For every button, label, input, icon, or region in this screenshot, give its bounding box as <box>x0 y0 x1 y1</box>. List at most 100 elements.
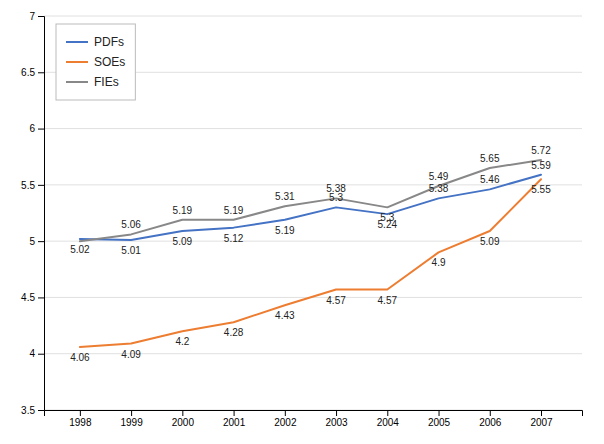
grid-line <box>44 16 582 17</box>
x-tick-label: 2002 <box>274 417 297 428</box>
y-axis: 3.5 4 4.5 5 5.5 6 6.5 7 <box>21 11 44 416</box>
data-label: 5.02 <box>70 244 90 255</box>
x-tick-mark <box>234 410 235 416</box>
data-label: 4.28 <box>224 327 244 338</box>
data-label: 5.06 <box>121 219 141 230</box>
y-tick: 4.5 <box>21 292 44 303</box>
data-label: 5.72 <box>531 145 551 156</box>
x-tick-mark <box>387 410 388 416</box>
data-label: 4.2 <box>175 336 189 347</box>
y-tick-mark <box>38 354 44 355</box>
y-axis-line <box>38 17 45 411</box>
chart-container: 1998 1999 2000 2001 2002 2003 2004 2005 2006 2007… <box>0 0 604 444</box>
data-label: 5.19 <box>224 205 244 216</box>
x-axis-line <box>45 411 583 417</box>
legend-item: PDFs <box>66 35 124 49</box>
data-label: 4.9 <box>432 257 446 268</box>
legend-label: PDFs <box>94 35 124 49</box>
x-tick-label: 2003 <box>325 417 348 428</box>
data-label: 5.19 <box>173 205 193 216</box>
data-label: 5.3 <box>380 212 394 223</box>
x-tick: 2007 <box>530 410 553 428</box>
data-label: 4.57 <box>378 295 398 306</box>
y-tick: 5 <box>29 236 44 247</box>
y-tick-label: 4.5 <box>21 292 35 303</box>
legend-label: SOEs <box>94 55 125 69</box>
y-tick-mark <box>38 241 44 242</box>
y-tick: 6 <box>29 123 44 134</box>
legend-swatch <box>66 81 88 83</box>
legend-swatch <box>66 61 88 63</box>
data-label: 5.38 <box>429 183 449 194</box>
series-line <box>80 160 541 241</box>
y-tick-label: 7 <box>29 11 35 22</box>
data-label: 5.09 <box>480 236 500 247</box>
series-line <box>80 179 541 347</box>
data-label: 4.57 <box>326 295 346 306</box>
data-label: 5.01 <box>121 245 141 256</box>
data-label: 5.19 <box>275 225 295 236</box>
x-tick: 2000 <box>172 410 195 428</box>
x-tick: 2002 <box>274 410 297 428</box>
y-tick-mark <box>38 129 44 130</box>
data-label: 4.06 <box>70 352 90 363</box>
data-label: 5.59 <box>531 160 551 171</box>
y-tick-label: 6 <box>29 123 35 134</box>
data-label: 5.46 <box>480 174 500 185</box>
y-tick-mark <box>38 410 44 411</box>
x-tick: 2003 <box>325 410 348 428</box>
legend-item: FIEs <box>66 75 119 89</box>
y-tick-mark <box>38 72 44 73</box>
y-tick-label: 6.5 <box>21 67 35 78</box>
x-tick: 1998 <box>69 410 92 428</box>
data-label: 5.38 <box>326 183 346 194</box>
data-label: 4.09 <box>121 349 141 360</box>
data-label: 5.09 <box>173 236 193 247</box>
chart: 1998 1999 2000 2001 2002 2003 2004 2005 2006 2007… <box>0 0 604 444</box>
data-label: 5.31 <box>275 191 295 202</box>
legend-label: FIEs <box>94 75 119 89</box>
y-tick-mark <box>38 16 44 17</box>
x-tick-mark <box>182 410 183 416</box>
x-tick-label: 2007 <box>530 417 553 428</box>
y-tick: 7 <box>29 11 44 22</box>
data-label: 5.65 <box>480 153 500 164</box>
data-label: 4.43 <box>275 310 295 321</box>
x-tick: 2005 <box>428 410 451 428</box>
y-tick: 5.5 <box>21 180 44 191</box>
y-tick: 4 <box>29 348 44 359</box>
x-tick-label: 2004 <box>377 417 400 428</box>
x-tick-label: 2006 <box>479 417 502 428</box>
data-label: 5.49 <box>429 171 449 182</box>
legend-swatch <box>66 41 88 43</box>
x-tick-mark <box>490 410 491 416</box>
legend: PDFs SOEs FIEs <box>56 24 135 100</box>
plot: 1998 1999 2000 2001 2002 2003 2004 2005 2006 2007… <box>21 11 582 428</box>
y-tick-label: 5.5 <box>21 180 35 191</box>
x-axis: 1998 1999 2000 2001 2002 2003 2004 2005 2006 2007 <box>45 410 583 428</box>
y-tick-label: 3.5 <box>21 405 35 416</box>
x-tick-mark <box>439 410 440 416</box>
data-labels: 5.025.015.095.125.195.35.245.385.465.594… <box>70 145 551 363</box>
y-tick-label: 5 <box>29 236 35 247</box>
x-tick-label: 1998 <box>69 417 92 428</box>
x-tick-mark <box>285 410 286 416</box>
y-tick: 3.5 <box>21 405 44 416</box>
x-tick-mark <box>80 410 81 416</box>
x-tick: 2006 <box>479 410 502 428</box>
x-tick: 2001 <box>223 410 246 428</box>
x-tick-mark <box>541 410 542 416</box>
x-tick: 2004 <box>377 410 400 428</box>
y-tick-mark <box>38 185 44 186</box>
x-tick: 1999 <box>120 410 143 428</box>
y-tick-label: 4 <box>29 348 35 359</box>
grid <box>44 16 582 410</box>
legend-item: SOEs <box>66 55 125 69</box>
legend-frame <box>56 24 135 100</box>
data-label: 5.12 <box>224 233 244 244</box>
data-label: 5.55 <box>531 184 551 195</box>
x-tick-mark <box>336 410 337 416</box>
x-tick-label: 1999 <box>120 417 143 428</box>
x-tick-label: 2005 <box>428 417 451 428</box>
x-tick-label: 2001 <box>223 417 246 428</box>
